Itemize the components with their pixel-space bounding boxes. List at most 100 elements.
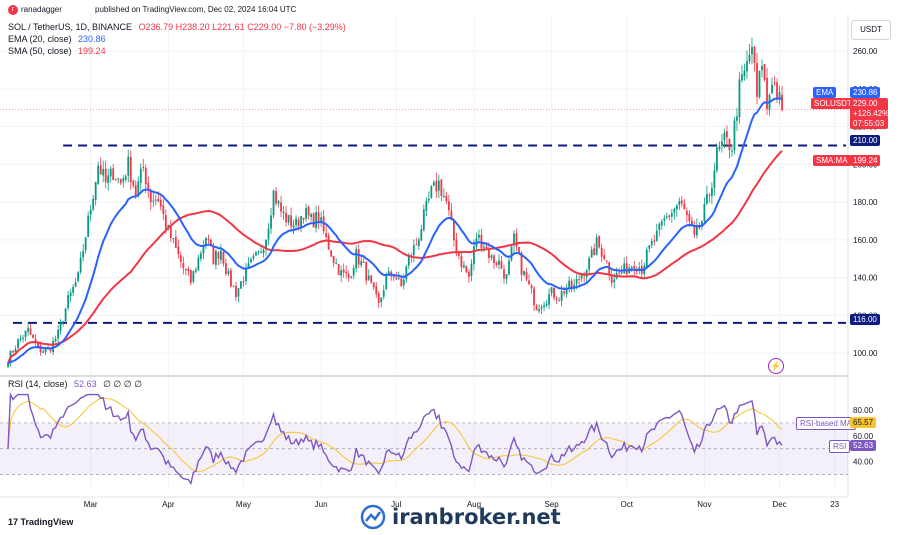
time-axis[interactable]: Mar Apr May Jun Jul Aug Sep Oct Nov Dec 23 [84,500,840,509]
ema-name-tag: EMA [813,87,837,98]
legend-ema[interactable]: EMA (20, close) 230.86 [8,34,106,44]
candle [315,205,318,233]
sma-line [7,150,783,364]
candle [74,277,77,288]
candle [548,288,550,310]
candle [703,197,706,224]
candle [380,297,383,308]
candle [232,285,235,288]
candle [523,270,525,277]
candle [152,192,155,207]
candle [77,271,80,283]
rsi-name-tag: RSI [829,440,851,453]
candle [257,250,260,256]
candle [633,261,636,276]
time-tick-label: Aug [467,500,481,509]
price-tick-label: 260.00 [853,47,878,56]
candle [693,221,696,239]
candle [159,195,162,211]
legend-sma-label: SMA (50, close) [8,46,72,56]
candle [731,144,733,157]
candle [172,237,175,244]
candle [92,195,95,212]
candle [112,163,115,181]
candle [272,189,275,219]
lightning-icon[interactable]: ⚡ [768,358,784,374]
candle [189,269,192,286]
candle [665,212,668,220]
legend-rsi-extra: ∅ ∅ ∅ ∅ [103,379,142,389]
candle [580,274,583,283]
candle [432,180,435,187]
candle [508,257,510,276]
time-tick-label: Nov [697,500,711,509]
candle [495,261,498,268]
candle [227,268,230,277]
candle [154,194,157,206]
candle [600,243,603,262]
candle [97,161,100,185]
legend-rsi[interactable]: RSI (14, close) 52.63 ∅ ∅ ∅ ∅ [8,379,142,390]
candle [107,169,110,191]
candle [625,256,628,277]
candle [360,256,363,268]
candle [204,237,207,250]
symbol-name-tag: SOLUSDT [811,98,855,109]
candle [194,267,197,274]
candle [618,267,621,277]
candle [510,246,513,262]
candle [535,303,538,311]
header-author: r ranadagger [8,5,62,15]
candle [197,254,200,271]
candle [695,218,698,239]
candle [540,304,543,315]
candle [685,207,688,223]
candle [109,166,112,183]
currency-button[interactable]: USDT [851,20,891,40]
candle [420,224,423,242]
legend-sma[interactable]: SMA (50, close) 199.24 [8,46,106,56]
candle [468,268,470,284]
time-tick-label: Mar [84,500,98,509]
candle [240,280,242,290]
candle [751,37,753,65]
candle [595,233,598,256]
candle [17,338,19,349]
candle [675,204,678,217]
candle [365,261,368,286]
candle [255,250,257,256]
candle [310,212,313,222]
candle [382,284,385,300]
candle [347,270,350,282]
candle [465,265,468,273]
candle [718,141,721,152]
legend-change: −7.80 (−3.29%) [283,22,346,32]
candle [312,212,315,228]
candle [14,345,17,354]
candles [7,37,783,369]
candle [139,163,142,191]
candle [67,290,70,311]
candle [756,52,758,105]
candle [405,264,408,284]
candle [470,259,473,282]
candle [678,197,681,210]
rsi-pane [0,422,848,475]
legend-main[interactable]: SOL / TetherUS, 1D, BINANCE O236.79 H238… [8,22,346,32]
candle [603,249,606,261]
candle [22,334,24,343]
candle [300,216,302,233]
candle [350,275,353,280]
candle [119,178,122,186]
candle [280,195,282,218]
price-tag-countdown: 07:55:03 [853,119,885,128]
time-tick-label: May [236,500,251,509]
candle [623,257,626,274]
candle [726,125,728,148]
candle [593,243,596,256]
candle [415,237,418,246]
candle [99,157,102,175]
legend-ema-value: 230.86 [78,34,106,44]
rsi-line [7,391,783,486]
